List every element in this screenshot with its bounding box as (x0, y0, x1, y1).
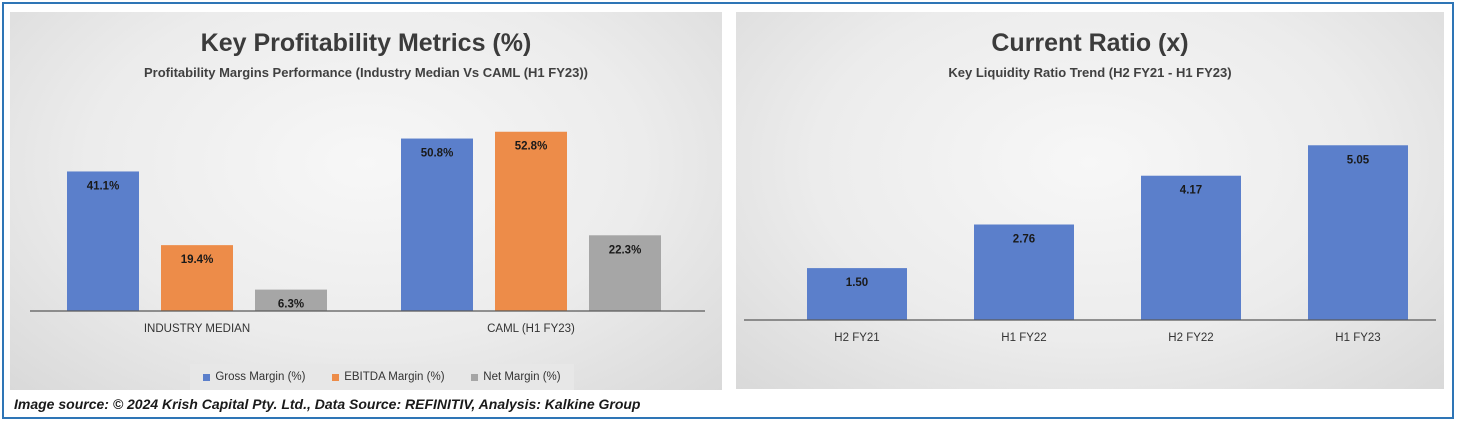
bar-net-margin-industry-median (255, 289, 327, 311)
profitability-chart-panel: Key Profitability Metrics (%) Profitabil… (10, 12, 722, 390)
legend-label-net-margin: Net Margin (%) (483, 371, 561, 383)
bar-gross-margin-industry-median (67, 171, 139, 311)
data-label-h1-fy23: 5.05 (1347, 154, 1370, 166)
data-label-h2-fy21: 1.50 (846, 277, 868, 289)
legend-swatch-gross-margin (203, 373, 211, 381)
bar-h1-fy23 (1308, 145, 1408, 320)
x-tick-label-caml-h1-fy23: CAML (H1 FY23) (487, 323, 575, 335)
legend-swatch-ebitda-margin (332, 373, 340, 381)
legend-item-net-margin: Net Margin (%) (471, 371, 561, 383)
x-tick-label-industry-median: INDUSTRY MEDIAN (144, 323, 250, 335)
profitability-chart-title: Key Profitability Metrics (%) (200, 29, 532, 57)
profitability-chart-plot: 41.1% 50.8% 19.4% 52.8% 6.3% 22.3% INDUSTRY ME… (30, 131, 705, 335)
current-ratio-chart-panel: Current Ratio (x) Key Liquidity Ratio Tr… (736, 12, 1444, 389)
profitability-chart-subtitle: Profitability Margins Performance (Indus… (143, 65, 588, 80)
bar-net-margin-caml-h1-fy23 (589, 235, 661, 311)
legend-item-gross-margin: Gross Margin (%) (203, 371, 305, 383)
bar-ebitda-margin-industry-median (161, 245, 233, 311)
bar-gross-margin-caml-h1-fy23 (401, 138, 473, 311)
current-ratio-chart-subtitle: Key Liquidity Ratio Trend (H2 FY21 - H1 … (948, 65, 1232, 80)
data-label-h2-fy22: 4.17 (1180, 185, 1202, 197)
legend-label-gross-margin: Gross Margin (%) (215, 371, 306, 383)
data-label-ebitda-margin-industry-median: 19.4% (181, 254, 214, 266)
current-ratio-chart-title: Current Ratio (x) (991, 29, 1189, 57)
legend-item-ebitda-margin: EBITDA Margin (%) (332, 371, 445, 383)
bar-h2-fy21 (807, 268, 907, 320)
legend-swatch-net-margin (471, 373, 479, 381)
legend-label-ebitda-margin: EBITDA Margin (%) (344, 371, 445, 383)
bar-ebitda-margin-caml-h1-fy23 (495, 131, 567, 311)
x-tick-label-h2-fy22: H2 FY22 (1168, 332, 1213, 344)
data-label-ebitda-margin-caml-h1-fy23: 52.8% (515, 141, 548, 153)
bar-h1-fy22 (974, 224, 1074, 320)
bar-h2-fy22 (1141, 175, 1241, 320)
data-label-h1-fy22: 2.76 (1013, 234, 1035, 246)
data-label-gross-margin-industry-median: 41.1% (87, 180, 120, 192)
image-source-footer: Image source: © 2024 Krish Capital Pty. … (14, 396, 641, 412)
x-tick-label-h1-fy23: H1 FY23 (1335, 332, 1380, 344)
data-label-net-margin-industry-median: 6.3% (278, 299, 304, 311)
x-tick-label-h1-fy22: H1 FY22 (1001, 332, 1046, 344)
current-ratio-chart-plot: 1.50 2.76 4.17 5.05 H2 FY21 H1 FY22 H2 FY22 H1 … (744, 145, 1436, 344)
profitability-chart-legend: Gross Margin (%) EBITDA Margin (%) Net M… (190, 364, 574, 390)
data-label-gross-margin-caml-h1-fy23: 50.8% (421, 148, 454, 160)
data-label-net-margin-caml-h1-fy23: 22.3% (609, 244, 642, 256)
x-tick-label-h2-fy21: H2 FY21 (834, 332, 879, 344)
